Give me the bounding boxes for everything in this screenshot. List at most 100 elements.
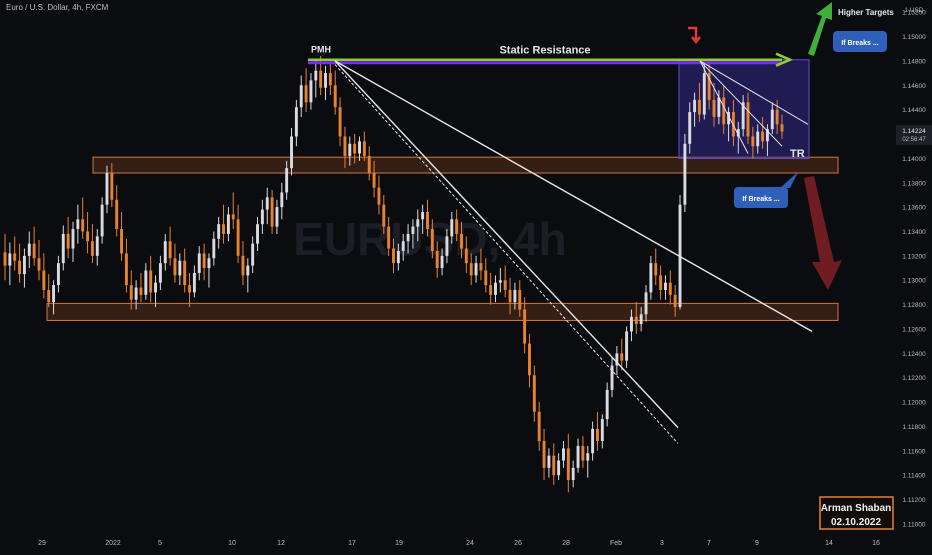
candle-body: [382, 204, 386, 227]
candle-body: [751, 136, 755, 147]
candle-body: [222, 224, 225, 234]
signature-box: [819, 496, 894, 530]
candle-body: [207, 258, 211, 269]
candle-body: [528, 343, 531, 376]
candle-body: [328, 73, 332, 86]
candle-body: [663, 282, 667, 290]
candle-body: [202, 253, 206, 269]
candle-body: [294, 107, 298, 137]
range-trendline-3: [699, 60, 749, 154]
candle-body: [154, 282, 158, 293]
symbol-watermark: EURUSD, 4h: [293, 213, 566, 265]
candle-body: [47, 289, 51, 303]
candle-body: [231, 214, 235, 220]
candle-body: [562, 448, 565, 461]
candle-body: [280, 192, 284, 208]
candle-body: [86, 231, 90, 242]
price-tick-label: 1.13200: [902, 253, 926, 260]
candle-body: [605, 389, 609, 420]
candle-body: [513, 289, 517, 303]
candle-body: [387, 226, 391, 249]
callout-top-text: If Breaks ...: [841, 40, 878, 47]
candle-body: [644, 292, 648, 315]
candle-body: [600, 419, 604, 442]
candle-body: [620, 353, 624, 361]
resistance-zone: [92, 156, 839, 174]
candle-body: [304, 85, 308, 103]
current-price-badge: [896, 125, 932, 146]
candle-body: [241, 255, 245, 276]
pmh-label: PMH: [311, 45, 331, 55]
candle-body: [149, 270, 153, 293]
candle-body: [765, 129, 769, 142]
tr-label: TR: [790, 148, 805, 160]
candle-body: [299, 85, 303, 108]
candle-body: [625, 331, 629, 361]
candle-body: [27, 243, 31, 256]
candle-body: [275, 207, 279, 227]
candle-body: [460, 233, 463, 249]
time-tick-label: 5: [158, 540, 162, 547]
price-tick-label: 1.12800: [902, 302, 926, 309]
candle-body: [736, 129, 740, 137]
price-tick-label: 1.14800: [902, 58, 926, 65]
candle-body: [212, 238, 216, 259]
candle-body: [56, 263, 60, 286]
candle-body: [430, 229, 434, 251]
candle-body: [61, 233, 65, 264]
candle-body: [770, 109, 774, 130]
countdown-label: 02:56:47: [902, 137, 926, 143]
candle-body: [144, 270, 148, 295]
candle-body: [183, 260, 187, 286]
price-axis-panel[interactable]: [896, 0, 932, 550]
candle-body: [66, 233, 70, 249]
candle-body: [236, 219, 240, 256]
candle-body: [401, 241, 405, 251]
candle-body: [285, 168, 289, 193]
price-tick-label: 1.14400: [902, 107, 926, 114]
trendline-long: [334, 60, 813, 333]
candle-body: [358, 141, 361, 154]
candle-body: [445, 236, 449, 256]
candle-body: [416, 219, 420, 227]
price-tick-label: 1.14000: [902, 156, 926, 163]
candle-body: [649, 263, 653, 293]
time-tick-label: 10: [228, 540, 236, 547]
candle-body: [110, 173, 114, 200]
candle-body: [251, 243, 255, 266]
candle-body: [659, 275, 663, 290]
candle-body: [372, 173, 376, 188]
candle-body: [537, 411, 541, 442]
candle-body: [552, 455, 556, 476]
candle-body: [226, 214, 230, 234]
candle-body: [343, 136, 347, 156]
candle-body: [100, 204, 104, 237]
higher-targets-label: Higher Targets: [838, 8, 894, 17]
price-tick-label: 1.12000: [902, 400, 926, 407]
candle-body: [396, 250, 400, 264]
candle-body: [503, 280, 507, 290]
candle-body: [731, 112, 735, 137]
price-tick-label: 1.12200: [902, 375, 926, 382]
candle-body: [673, 294, 677, 308]
time-tick-label: 2022: [105, 540, 121, 547]
candle-body: [134, 287, 138, 300]
candle-body: [498, 280, 502, 283]
time-tick-label: 16: [872, 540, 880, 547]
candle-body: [124, 253, 128, 286]
candle-body: [290, 136, 293, 169]
candle-body: [775, 109, 779, 125]
candle-body: [756, 131, 760, 147]
candle-body: [591, 428, 595, 454]
candle-body: [163, 241, 167, 264]
price-tick-label: 1.12600: [902, 326, 926, 333]
candle-body: [484, 270, 488, 286]
time-axis-panel[interactable]: [0, 533, 896, 550]
candle-body: [120, 229, 124, 254]
price-tick-label: 1.11800: [902, 424, 925, 431]
candle-body: [746, 102, 750, 137]
candle-body: [52, 285, 56, 303]
